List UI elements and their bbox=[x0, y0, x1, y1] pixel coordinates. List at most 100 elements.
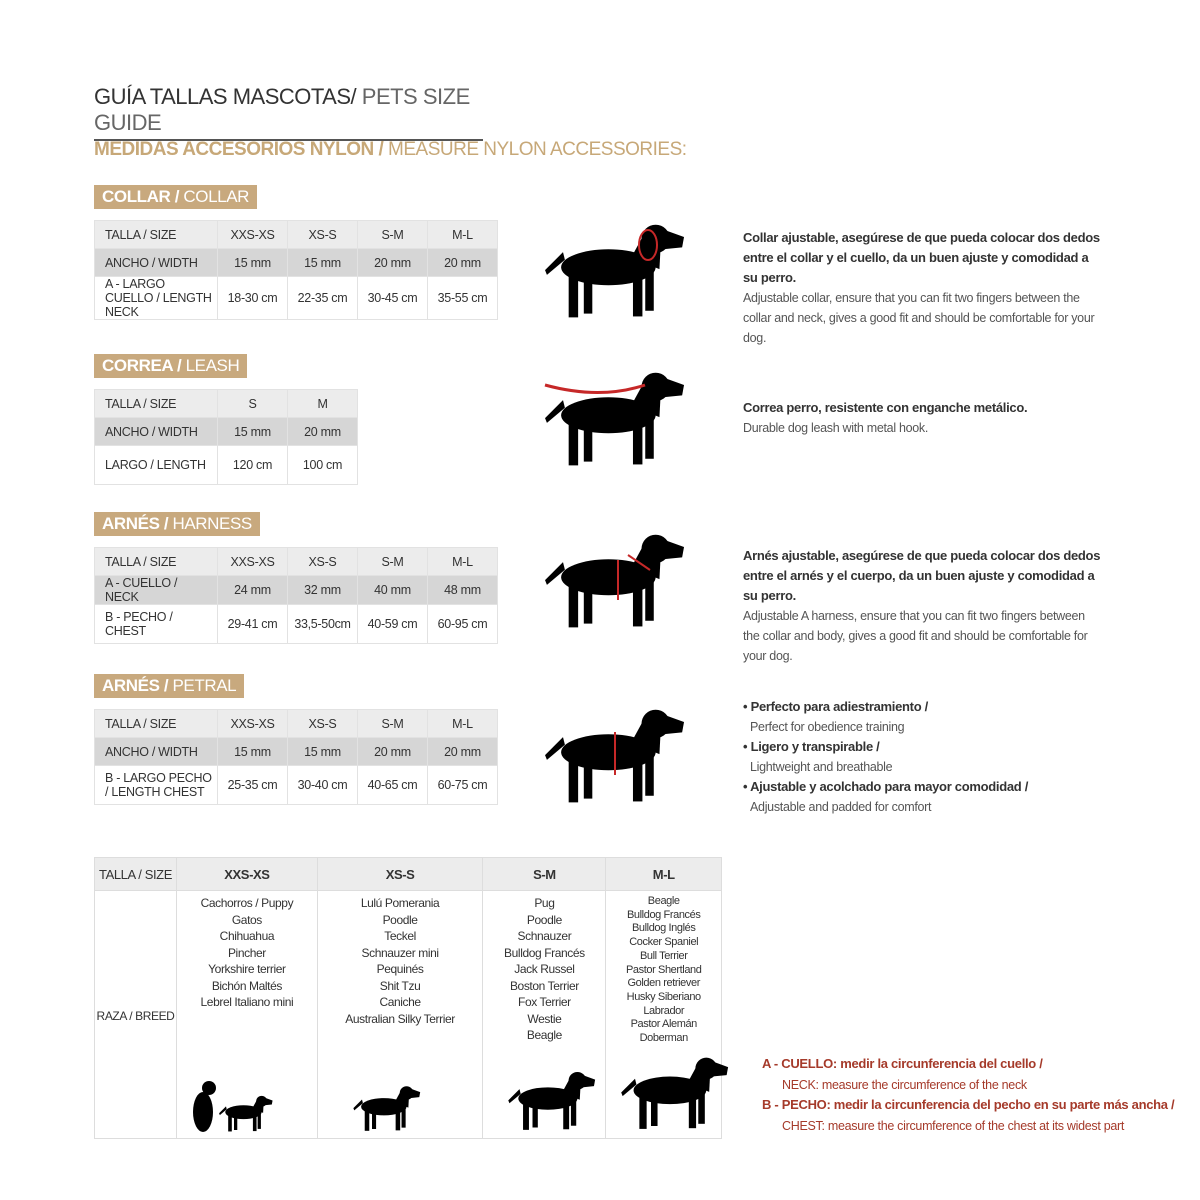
breed-name: Schnauzer bbox=[517, 929, 572, 943]
label-en: PETRAL bbox=[172, 676, 237, 695]
table-cell: 24 mm bbox=[217, 575, 288, 605]
breed-name: Schnauzer mini bbox=[361, 945, 440, 960]
breed-name: Cocker Spaniel bbox=[629, 936, 699, 949]
table-cell: 120 cm bbox=[217, 445, 288, 485]
breed-silhouette bbox=[508, 1071, 596, 1130]
table-cell: 18-30 cm bbox=[217, 276, 288, 320]
note-en: NECK: measure the circumference of the n… bbox=[782, 1077, 1027, 1092]
breed-name: Bichón Maltés bbox=[211, 978, 283, 993]
breed-name: Chihuahua bbox=[219, 929, 275, 943]
breed-name: Bulldog Inglés bbox=[631, 922, 696, 935]
size-table: TALLA / SIZE XXS-XS XS-S S-M M-L A - CUELLO /… bbox=[94, 547, 498, 644]
breed-column: Cachorros / Puppy Gatos Chihuahua Pincher Yo… bbox=[176, 890, 318, 1139]
table-row: ANCHO / WIDTH 15 mm 20 mm bbox=[94, 417, 358, 446]
section-label: ARNÉS / PETRAL bbox=[94, 674, 245, 698]
description-en: Adjustable collar, ensure that you can f… bbox=[743, 291, 1095, 345]
description: Arnés ajustable, asegúrese de que pueda … bbox=[743, 546, 1103, 666]
breed-name: Pequinés bbox=[376, 962, 424, 976]
breed-name: Poodle bbox=[382, 912, 418, 927]
label-es: COLLAR / bbox=[102, 187, 180, 206]
table-cell: 40 mm bbox=[357, 575, 428, 605]
table-cell: TALLA / SIZE bbox=[94, 389, 218, 418]
breed-name: Fox Terrier bbox=[518, 995, 571, 1009]
table-row: ANCHO / WIDTH 15 mm 15 mm 20 mm 20 mm bbox=[94, 248, 498, 277]
table-cell: 15 mm bbox=[287, 737, 358, 766]
breed-silhouette bbox=[621, 1057, 729, 1129]
breed-column: Pug Poodle Schnauzer Bulldog Francés Jack Ru… bbox=[482, 890, 607, 1139]
breed-column: Beagle Bulldog Francés Bulldog Inglés Cocke… bbox=[605, 890, 729, 1139]
dog-harness bbox=[545, 534, 685, 628]
bullet-en: Lightweight and breathable bbox=[750, 760, 893, 774]
description: Correa perro, resistente con enganche me… bbox=[743, 398, 1103, 438]
header-cell: XXS-XS bbox=[176, 857, 318, 891]
table-row: B - PECHO / CHEST 29-41 cm 33,5-50cm 40-59 … bbox=[94, 604, 498, 644]
section-label: ARNÉS / HARNESS bbox=[94, 512, 260, 536]
table-cell: 20 mm bbox=[427, 737, 498, 766]
table-cell: 20 mm bbox=[287, 417, 358, 446]
breed-name: Pastor Shertland bbox=[625, 963, 702, 976]
size-table: TALLA / SIZE S M ANCHO / WIDTH 15 mm 20 mm LAR… bbox=[94, 389, 358, 485]
subtitle: MEDIDAS ACCESORIOS NYLON / MEASURE NYLON… bbox=[94, 139, 687, 161]
table-cell: XXS-XS bbox=[217, 709, 288, 738]
table-cell: 15 mm bbox=[217, 737, 288, 766]
breed-column: Lulú Pomerania Poodle Teckel Schnauzer mini… bbox=[316, 890, 484, 1139]
label-en: HARNESS bbox=[172, 514, 252, 533]
table-cell: 22-35 cm bbox=[287, 276, 358, 320]
header-cell: S-M bbox=[482, 857, 607, 891]
breed-name: Westie bbox=[527, 1011, 562, 1026]
note-en: CHEST: measure the circumference of the … bbox=[782, 1118, 1125, 1133]
breed-name: Pug bbox=[534, 896, 555, 910]
leash-mark bbox=[544, 383, 646, 394]
table-cell: XXS-XS bbox=[217, 547, 288, 576]
breed-name: Bulldog Francés bbox=[504, 945, 585, 960]
table-cell: XS-S bbox=[287, 709, 358, 738]
note-es: B - PECHO: medir la circunferencia del p… bbox=[762, 1097, 1175, 1112]
subtitle-en: MEASURE NYLON ACCESSORIES: bbox=[388, 139, 687, 160]
table-cell: 15 mm bbox=[217, 248, 288, 277]
table-cell: 48 mm bbox=[427, 575, 498, 605]
table-row: B - LARGO PECHO / LENGTH CHEST 25-35 cm 30… bbox=[94, 765, 498, 805]
table-cell: B - PECHO / CHEST bbox=[94, 604, 218, 644]
label-en: LEASH bbox=[185, 356, 240, 375]
table-cell: ANCHO / WIDTH bbox=[94, 737, 218, 766]
table-cell: S-M bbox=[357, 220, 428, 249]
header-cell: XS-S bbox=[316, 857, 484, 891]
breed-name: Beagle bbox=[647, 895, 680, 907]
table-cell: S bbox=[217, 389, 288, 418]
table-row: A - LARGO CUELLO / LENGTH NECK 18-30 cm 22… bbox=[94, 276, 498, 320]
description-es: Collar ajustable, asegúrese de que pueda… bbox=[743, 230, 1100, 285]
table-row: ANCHO / WIDTH 15 mm 15 mm 20 mm 20 mm bbox=[94, 737, 498, 766]
breed-silhouette bbox=[193, 1081, 273, 1132]
label-es: ARNÉS / bbox=[102, 676, 169, 695]
table-cell: 20 mm bbox=[427, 248, 498, 277]
description-en: Adjustable A harness, ensure that you ca… bbox=[743, 609, 1088, 663]
table-cell: A - CUELLO / NECK bbox=[94, 575, 218, 605]
description: Perfecto para adiestramiento / Perfect fo… bbox=[743, 697, 1103, 817]
table-cell: TALLA / SIZE bbox=[94, 547, 218, 576]
table-row: TALLA / SIZE XXS-XS XS-S S-M M-L bbox=[94, 547, 498, 576]
table-cell: 60-95 cm bbox=[427, 604, 498, 644]
table-cell: M-L bbox=[427, 220, 498, 249]
breed-name: Lebrel Italiano mini bbox=[200, 995, 294, 1009]
breed-name: Poodle bbox=[526, 912, 562, 927]
table-cell: 25-35 cm bbox=[217, 765, 288, 805]
note-es: A - CUELLO: medir la circunferencia del … bbox=[762, 1056, 1043, 1071]
breed-table: TALLA / SIZE XXS-XS XS-S S-M M-L RAZA / BREED… bbox=[94, 857, 729, 1139]
breed-name: Pincher bbox=[227, 945, 266, 960]
breed-name: Pastor Alemán bbox=[630, 1018, 698, 1031]
description-en: Durable dog leash with metal hook. bbox=[743, 421, 929, 435]
description-es: Correa perro, resistente con enganche me… bbox=[743, 400, 1028, 415]
table-cell: S-M bbox=[357, 709, 428, 738]
table-cell: 20 mm bbox=[357, 248, 428, 277]
breed-name: Bulldog Francés bbox=[626, 908, 701, 921]
table-cell: M-L bbox=[427, 709, 498, 738]
table-cell: 100 cm bbox=[287, 445, 358, 485]
table-cell: 60-75 cm bbox=[427, 765, 498, 805]
table-row: TALLA / SIZE XXS-XS XS-S S-M M-L bbox=[94, 220, 498, 249]
breed-name: Beagle bbox=[526, 1028, 562, 1042]
table-cell: A - LARGO CUELLO / LENGTH NECK bbox=[94, 276, 218, 320]
table-row: TALLA / SIZE S M bbox=[94, 389, 358, 418]
dog-leash bbox=[545, 372, 685, 466]
breed-name: Boston Terrier bbox=[509, 978, 579, 993]
